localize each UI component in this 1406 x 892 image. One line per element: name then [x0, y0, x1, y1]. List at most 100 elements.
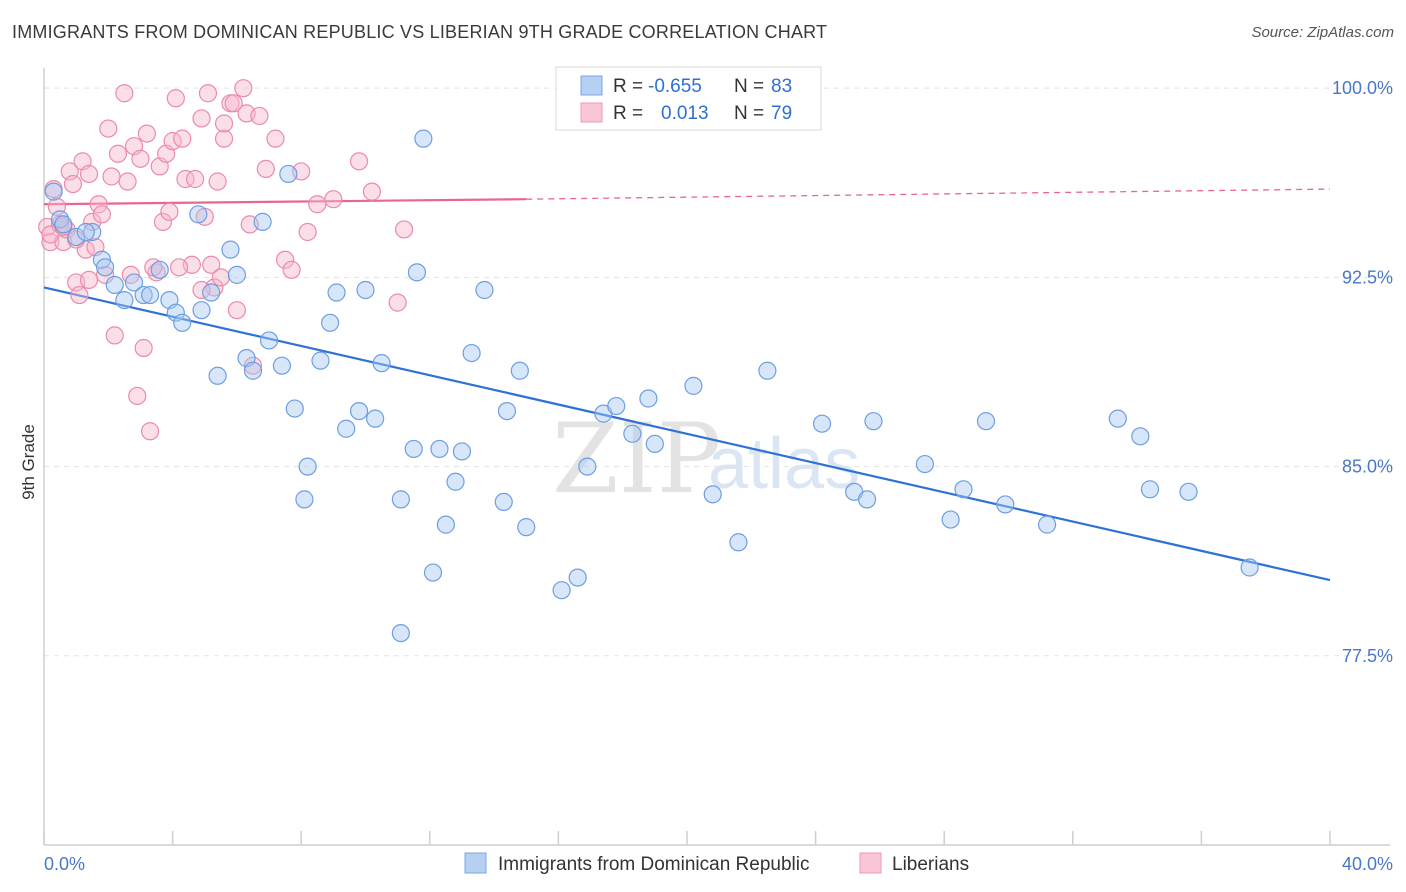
point-dominican	[321, 313, 340, 332]
point-liberian	[214, 114, 234, 133]
legend-r-value-1: -0.655	[648, 76, 702, 97]
point-dominican	[134, 285, 153, 305]
point-dominican	[1131, 427, 1150, 446]
watermark-zip: ZIP	[552, 403, 721, 515]
point-dominican	[494, 492, 513, 512]
point-liberian	[211, 268, 230, 287]
legend-n-value-1: 83	[771, 76, 792, 97]
point-dominican	[83, 222, 102, 242]
y-tick-label: 100.0%	[1332, 78, 1393, 98]
bottom-legend-dominican: Immigrants from Dominican Republic	[498, 854, 810, 875]
point-liberian	[102, 167, 121, 186]
point-dominican	[729, 533, 748, 552]
point-dominican	[404, 439, 423, 459]
axes	[43, 68, 1390, 846]
point-dominican	[356, 280, 375, 300]
point-dominican	[976, 412, 996, 431]
point-dominican	[414, 129, 433, 148]
point-liberian	[79, 164, 99, 184]
bottom-legend-swatch-liberians	[859, 852, 882, 874]
point-liberian	[234, 79, 253, 98]
series-legend: Immigrants from Dominican Republic Liber…	[464, 852, 969, 875]
trendline-dominican	[43, 286, 1331, 582]
point-liberian	[79, 270, 99, 290]
grid-lines	[44, 87, 1390, 657]
point-dominican	[996, 495, 1015, 514]
point-dominican	[452, 442, 472, 461]
x-tick-label: 40.0%	[1342, 854, 1393, 874]
point-liberian	[250, 106, 269, 126]
point-dominican	[645, 434, 664, 453]
point-dominican	[279, 164, 298, 184]
point-dominican	[623, 424, 642, 443]
point-dominican	[578, 457, 597, 476]
point-dominican	[227, 265, 246, 284]
point-dominican	[259, 331, 279, 350]
point-dominican	[298, 457, 317, 476]
point-dominican	[124, 273, 144, 292]
point-liberian	[41, 232, 60, 252]
point-liberian	[192, 109, 211, 128]
point-liberian	[140, 422, 160, 441]
point-liberian	[208, 172, 227, 191]
point-liberian	[134, 338, 153, 358]
x-tick-label: 0.0%	[44, 854, 85, 874]
y-tick-labels: 77.5% 85.0% 92.5% 100.0%	[1332, 78, 1393, 666]
legend-swatch-dominican	[580, 75, 603, 96]
y-axis-label: 9th Grade	[19, 424, 38, 500]
point-dominican	[50, 210, 70, 229]
point-liberian	[131, 149, 150, 168]
point-dominican	[758, 361, 777, 380]
point-dominican	[311, 351, 330, 370]
data-points	[38, 79, 1259, 643]
point-dominican	[1037, 515, 1057, 534]
y-tick-label: 77.5%	[1342, 646, 1393, 666]
point-dominican	[95, 258, 115, 277]
point-dominican	[864, 412, 883, 431]
point-liberian	[70, 285, 89, 305]
point-liberian	[282, 260, 301, 279]
point-dominican	[423, 563, 443, 582]
point-liberian	[89, 195, 108, 214]
point-liberian	[186, 169, 205, 189]
point-dominican	[568, 568, 587, 587]
point-dominican	[189, 205, 208, 224]
point-dominican	[327, 283, 346, 302]
point-dominican	[272, 356, 292, 375]
bottom-legend-liberians: Liberians	[892, 854, 969, 875]
point-dominican	[391, 490, 410, 509]
point-liberian	[169, 258, 189, 277]
point-dominican	[67, 227, 86, 247]
y-tick-label: 92.5%	[1342, 267, 1393, 287]
point-liberian	[153, 212, 173, 231]
point-dominican	[243, 361, 263, 380]
point-dominican	[703, 485, 722, 504]
point-liberian	[63, 174, 83, 194]
point-dominican	[607, 396, 626, 416]
point-liberian	[298, 222, 317, 242]
point-liberian	[99, 119, 118, 138]
point-dominican	[285, 399, 304, 418]
point-dominican	[497, 401, 517, 421]
point-liberian	[214, 129, 234, 148]
point-liberian	[394, 220, 414, 239]
point-dominican	[76, 222, 95, 242]
point-dominican	[517, 518, 536, 537]
point-liberian	[115, 84, 134, 103]
point-liberian	[128, 386, 147, 406]
point-dominican	[684, 376, 703, 395]
point-liberian	[105, 326, 124, 345]
point-dominican	[54, 215, 73, 234]
point-liberian	[256, 159, 275, 179]
point-dominican	[1108, 409, 1127, 428]
point-dominican	[295, 490, 314, 509]
point-dominican	[44, 182, 63, 201]
point-dominican	[941, 510, 960, 529]
point-dominican	[857, 490, 877, 509]
point-liberian	[83, 212, 102, 231]
point-liberian	[324, 190, 343, 209]
point-dominican	[337, 419, 356, 438]
watermark-atlas: atlas	[708, 424, 860, 504]
correlation-legend: R = -0.655 N = 83 R = 0.013 N = 79	[555, 66, 822, 131]
point-dominican	[639, 389, 658, 408]
